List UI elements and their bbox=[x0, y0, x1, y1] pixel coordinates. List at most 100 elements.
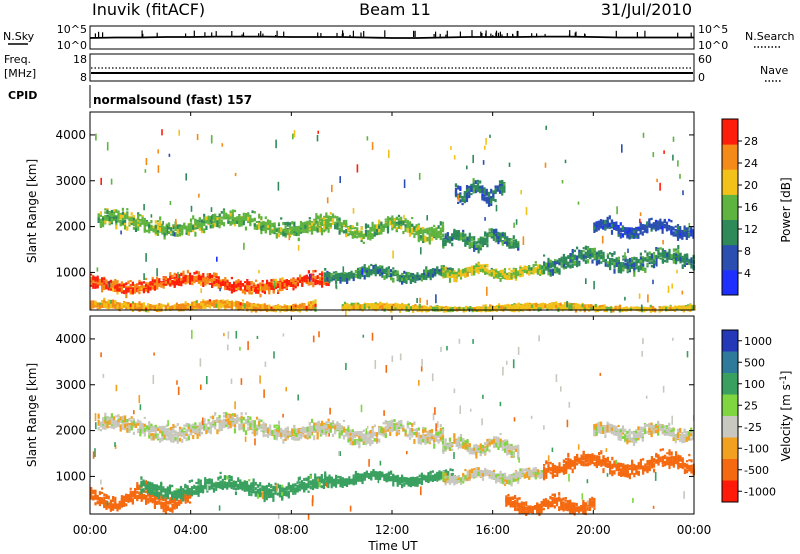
heatmap-cell bbox=[299, 279, 302, 283]
heatmap-cell bbox=[407, 307, 410, 311]
heatmap-cell bbox=[532, 264, 535, 267]
heatmap-cell bbox=[675, 251, 678, 254]
heatmap-cell bbox=[145, 221, 149, 226]
heatmap-cell bbox=[477, 262, 480, 268]
heatmap-cell bbox=[468, 235, 471, 241]
heatmap-cell bbox=[282, 228, 285, 233]
heatmap-cell bbox=[515, 305, 518, 310]
heatmap-cell bbox=[376, 267, 379, 272]
heatmap-cell bbox=[405, 279, 408, 284]
heatmap-cell bbox=[433, 224, 436, 228]
heatmap-cell bbox=[666, 254, 669, 259]
heatmap-cell bbox=[446, 233, 449, 237]
heatmap-cell bbox=[416, 305, 419, 308]
heatmap-cell bbox=[613, 222, 616, 228]
heatmap-cell bbox=[357, 267, 360, 271]
heatmap-cell bbox=[433, 231, 436, 234]
heatmap-cell bbox=[101, 279, 104, 283]
heatmap-cell bbox=[200, 276, 203, 281]
heatmap-cell bbox=[468, 239, 471, 243]
heatmap-cell bbox=[104, 220, 107, 224]
heatmap-cell bbox=[154, 225, 157, 229]
heatmap-cell bbox=[379, 265, 382, 268]
heatmap-cell bbox=[595, 257, 598, 262]
heatmap-cell bbox=[329, 225, 332, 229]
heatmap-cell bbox=[633, 269, 636, 274]
heatmap-cell bbox=[453, 274, 456, 278]
heatmap-cell bbox=[425, 273, 428, 277]
heatmap-cell bbox=[138, 306, 141, 312]
heatmap-cell bbox=[515, 303, 518, 306]
heatmap-cell bbox=[397, 214, 401, 218]
heatmap-cell bbox=[485, 200, 488, 204]
heatmap-cell bbox=[690, 257, 693, 262]
heatmap-cell bbox=[244, 226, 248, 231]
heatmap-cell bbox=[314, 279, 317, 284]
heatmap-cell bbox=[106, 215, 109, 218]
heatmap-cell bbox=[131, 281, 134, 286]
heatmap-cell bbox=[325, 224, 328, 228]
heatmap-cell bbox=[222, 214, 226, 220]
heatmap-cell bbox=[514, 239, 518, 244]
heatmap-cell bbox=[269, 220, 272, 225]
heatmap-cell bbox=[470, 272, 474, 275]
heatmap-cell bbox=[639, 230, 642, 235]
heatmap-cell bbox=[158, 278, 161, 283]
heatmap-cell bbox=[109, 305, 112, 309]
heatmap-cell bbox=[646, 260, 649, 263]
heatmap-cell bbox=[156, 306, 159, 311]
heatmap-cell bbox=[510, 272, 513, 278]
heatmap-cell bbox=[189, 303, 192, 307]
heatmap-cell bbox=[587, 253, 590, 258]
heatmap-cell bbox=[683, 227, 686, 232]
heatmap-cell bbox=[347, 227, 350, 232]
heatmap-cell bbox=[233, 222, 237, 227]
heatmap-cell bbox=[431, 270, 434, 274]
heatmap-cell bbox=[290, 282, 293, 287]
heatmap-cell bbox=[107, 303, 110, 308]
heatmap-cell bbox=[622, 258, 625, 261]
heatmap-cell bbox=[359, 275, 362, 280]
heatmap-cell bbox=[459, 193, 462, 196]
heatmap-cell bbox=[362, 241, 365, 244]
heatmap-cell bbox=[371, 226, 374, 231]
heatmap-cell bbox=[277, 228, 281, 234]
heatmap-cell bbox=[589, 255, 592, 259]
heatmap-cell bbox=[415, 224, 418, 228]
heatmap-cell bbox=[156, 304, 159, 308]
heatmap-cell bbox=[108, 216, 111, 221]
heatmap-cell bbox=[613, 268, 616, 274]
heatmap-cell bbox=[151, 276, 154, 280]
heatmap-cell bbox=[116, 290, 119, 295]
heatmap-cell bbox=[113, 214, 116, 217]
heatmap-cell bbox=[617, 224, 620, 229]
heatmap-cell bbox=[227, 218, 230, 223]
heatmap-cell bbox=[409, 279, 412, 284]
heatmap-cell bbox=[180, 272, 183, 276]
heatmap-cell bbox=[681, 234, 684, 240]
heatmap-cell bbox=[442, 270, 445, 275]
heatmap-cell bbox=[657, 250, 660, 255]
heatmap-cell bbox=[442, 267, 445, 271]
heatmap-cell bbox=[562, 264, 565, 268]
heatmap-cell bbox=[549, 259, 552, 265]
heatmap-cell bbox=[565, 256, 568, 261]
heatmap-cell bbox=[633, 262, 636, 267]
heatmap-cell bbox=[334, 215, 337, 219]
heatmap-cell bbox=[176, 233, 179, 237]
heatmap-cell bbox=[187, 223, 190, 229]
heatmap-cell bbox=[474, 184, 477, 189]
heatmap-cell bbox=[145, 307, 148, 311]
heatmap-cell bbox=[683, 255, 686, 260]
heatmap-cell bbox=[315, 216, 318, 222]
heatmap-cell bbox=[352, 304, 355, 309]
heatmap-cell bbox=[90, 302, 93, 307]
heatmap-cell bbox=[624, 230, 627, 235]
heatmap-cell bbox=[364, 229, 368, 233]
heatmap-cell bbox=[268, 285, 271, 289]
heatmap-cell bbox=[281, 280, 284, 284]
heatmap-cell bbox=[543, 269, 546, 275]
heatmap-cell bbox=[648, 218, 651, 222]
heatmap-cell bbox=[558, 262, 561, 266]
heatmap-cell bbox=[310, 307, 313, 311]
